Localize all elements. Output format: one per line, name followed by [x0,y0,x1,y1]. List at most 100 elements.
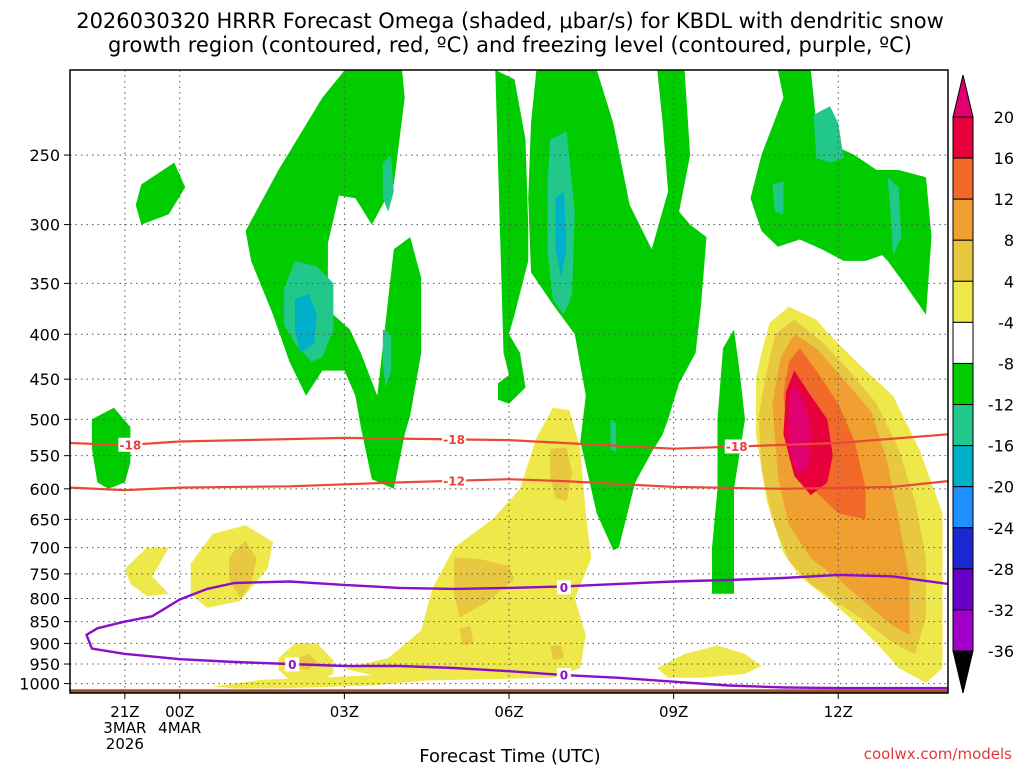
freezing-level-label: 0 [288,658,296,672]
colorbar-swatch [952,116,974,159]
omega-region-17 [124,547,169,597]
contour-lines: -18 -18 -18 -12 0 0 0 [70,432,948,690]
y-tick-label: 600 [29,480,60,499]
colorbar-label: -8 [998,354,1014,373]
y-tick-label: 750 [29,565,60,584]
y-axis: 250 300 350 400 450 500 550 600 650 700 750 800 850 9… [19,146,70,694]
temp-contour--12-3 [70,478,948,492]
omega-region-33 [788,383,811,473]
y-tick-label: 950 [29,655,60,674]
colorbar-label: -36 [988,642,1014,661]
colorbar-swatch [952,404,974,447]
colorbar-label: -12 [988,396,1014,415]
x-axis-label: Forecast Time (UTC) [419,746,600,767]
colorbar-label: -4 [998,313,1014,332]
x-tick-label: 12Z [824,703,853,721]
omega-region-16 [555,191,567,278]
x-tick-label: 09Z [659,703,688,721]
x-tick-label: 21Z [110,703,139,721]
colorbar: 20 16 12 8 4 -4 -8 -12 -16 -20 -24 -28 -32 -36 [952,74,1014,694]
colorbar-swatch [952,362,974,406]
freezing-level-contour [85,573,948,690]
x-tick-label: 3MAR [103,719,146,737]
y-tick-label: 550 [29,447,60,466]
colorbar-top-arrow [952,74,974,118]
temp-contour-label: -18 [726,440,748,454]
omega-region-14 [610,419,616,453]
colorbar-label: 8 [1004,231,1014,250]
temp-contour-label: -12 [443,474,465,488]
freezing-label-bg [285,657,300,672]
omega-shading [91,70,943,689]
y-tick-label: 1000 [19,675,60,694]
omega-region-12 [772,181,784,215]
omega-region-5 [712,329,745,594]
omega-region-1 [245,70,422,489]
omega-region-2 [91,407,131,489]
colorbar-swatch [952,198,974,241]
colorbar-swatch [952,321,974,364]
colorbar-swatch [952,157,974,200]
chart-title-line1: 2026030320 HRRR Forecast Omega (shaded, … [76,9,944,33]
freezing-level-label: 0 [560,581,568,595]
terrain-surface [70,689,948,693]
x-tick-label: 00Z [165,703,194,721]
omega-region-28 [459,626,474,646]
colorbar-swatch [952,239,974,282]
omega-region-21 [657,645,762,678]
chart-title-line2: growth region (contoured, red, ºC) and f… [108,33,912,57]
colorbar-swatch [952,609,974,652]
x-tick-label: 2026 [106,735,144,753]
y-tick-label: 850 [29,613,60,632]
x-tick-label: 4MAR [158,719,201,737]
omega-region-0 [135,162,186,225]
y-tick-label: 300 [29,216,60,235]
colorbar-label: 12 [994,190,1014,209]
omega-region-4 [528,70,707,551]
colorbar-label: 20 [994,108,1014,127]
colorbar-swatch [952,445,974,488]
temp-contour-label-bg [442,473,467,488]
omega-region-8 [382,155,394,212]
site-credit[interactable]: coolwx.com/models [864,745,1012,763]
freezing-label-bg [556,580,571,595]
temp-contour-label-bg [442,432,467,447]
y-tick-label: 800 [29,590,60,609]
colorbar-bottom-arrow [952,650,974,694]
freezing-level-label: 0 [560,669,568,683]
omega-region-3 [495,70,529,404]
colorbar-label: -16 [988,437,1014,456]
colorbar-label: 16 [994,149,1014,168]
colorbar-swatch [952,568,974,611]
y-tick-label: 500 [29,410,60,429]
colorbar-label: -20 [988,478,1014,497]
colorbar-label: 4 [1004,272,1014,291]
temp-contour-label: -18 [443,433,465,447]
omega-region-20 [212,407,592,689]
omega-region-15 [295,294,317,353]
y-tick-label: 900 [29,634,60,653]
temp-contour-label: -18 [120,438,142,452]
colorbar-label: -24 [988,519,1014,538]
temp-contour-label-bg [118,437,143,452]
colorbar-swatch [952,280,974,323]
freezing-label-bg [556,668,571,683]
colorbar-label: -32 [988,601,1014,620]
omega-region-6 [750,70,932,315]
omega-region-11 [813,106,844,163]
y-tick-label: 350 [29,274,60,293]
omega-region-27 [550,645,564,660]
x-tick-label: 06Z [494,703,523,721]
omega-region-25 [550,447,573,502]
y-tick-label: 650 [29,510,60,529]
plot-area: -18 -18 -18 -12 0 0 0 [69,69,949,694]
temp-contour-label-bg [724,439,749,454]
colorbar-swatch [952,486,974,529]
y-tick-label: 250 [29,146,60,165]
colorbar-label: -28 [988,560,1014,579]
y-tick-label: 700 [29,539,60,558]
y-tick-label: 450 [29,370,60,389]
omega-region-9 [382,329,391,388]
